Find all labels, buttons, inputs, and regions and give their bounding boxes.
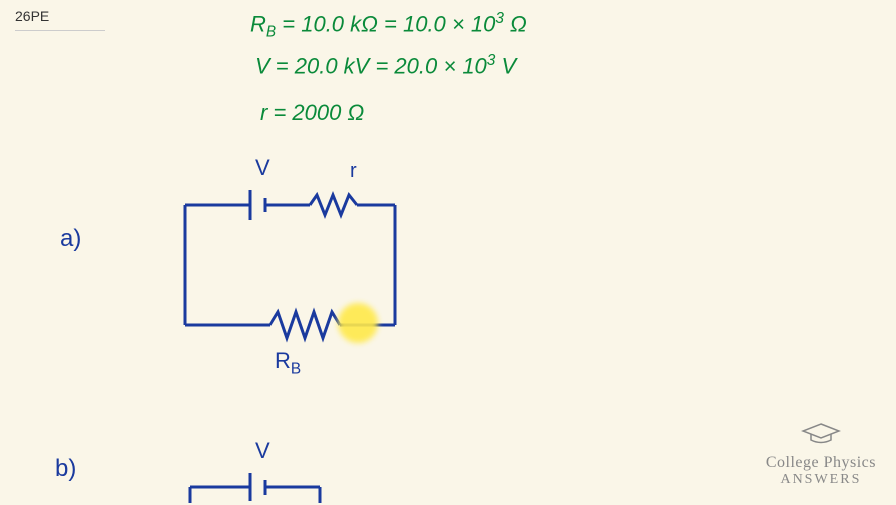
- logo-subtitle: ANSWERS: [766, 472, 876, 488]
- college-physics-logo: College Physics ANSWERS: [766, 422, 876, 488]
- yellow-highlight-icon: [338, 303, 378, 343]
- circuit-v-label: V: [255, 155, 270, 181]
- circuit-b-v-label: V: [255, 438, 270, 464]
- circuit-rb-label: RB: [275, 348, 301, 378]
- circuit-diagram-a: [165, 180, 425, 350]
- part-b-label: b): [55, 455, 76, 483]
- part-a-label: a): [60, 225, 81, 253]
- circuit-diagram-b: [175, 465, 375, 505]
- logo-title: College Physics: [766, 454, 876, 472]
- equation-v: V = 20.0 kV = 20.0 × 103 V: [255, 52, 516, 79]
- equation-r: r = 2000 Ω: [260, 100, 364, 126]
- equation-rb: RB = 10.0 kΩ = 10.0 × 103 Ω: [250, 10, 527, 42]
- divider-line: [15, 30, 105, 31]
- problem-number: 26PE: [15, 8, 49, 24]
- graduation-cap-icon: [766, 422, 876, 452]
